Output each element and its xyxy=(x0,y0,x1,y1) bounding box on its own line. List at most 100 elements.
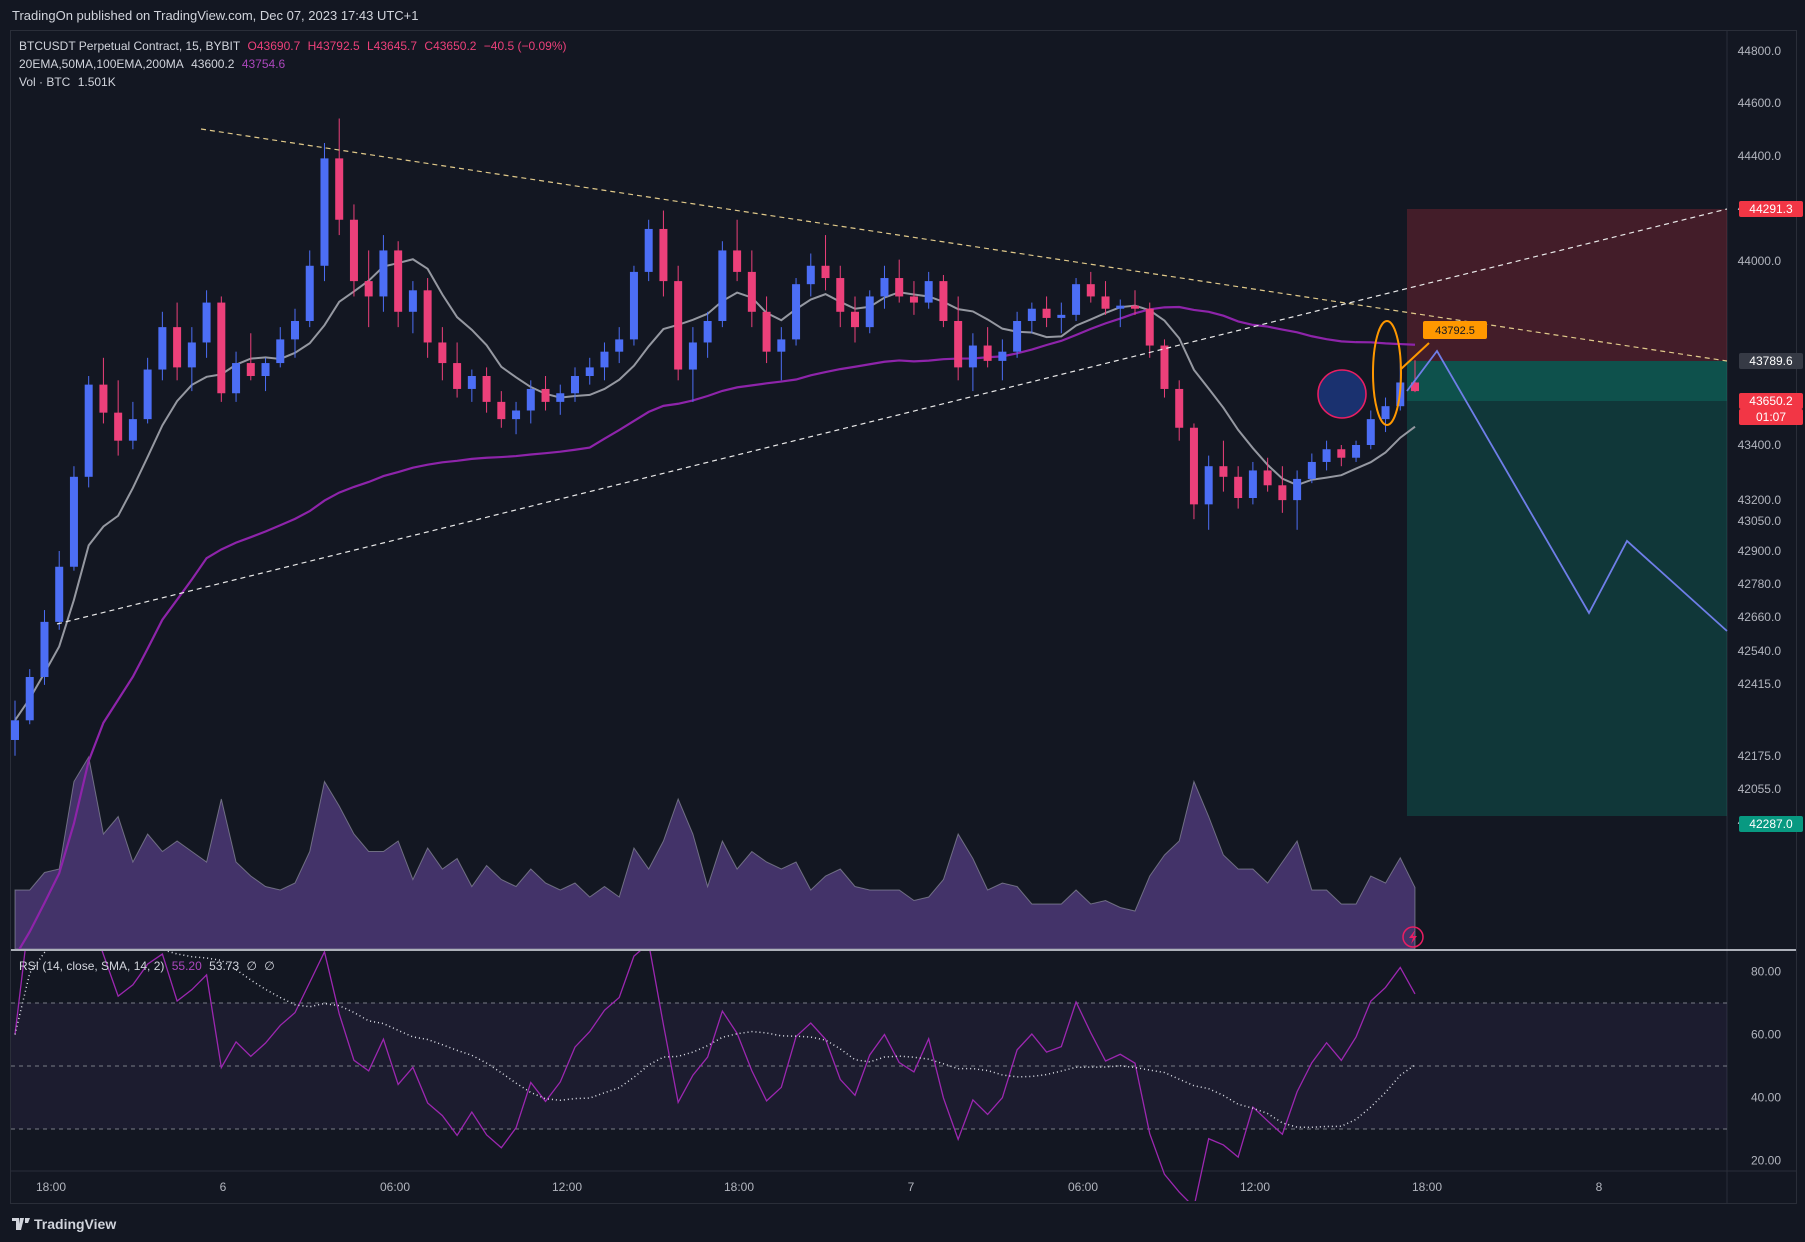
candlesticks xyxy=(11,118,1419,756)
price-tick-label: 43050.0 xyxy=(1738,514,1782,528)
rsi-tick-label: 80.00 xyxy=(1751,965,1781,979)
candle-body xyxy=(718,250,727,321)
close-value: C43650.2 xyxy=(424,39,477,53)
candle-body xyxy=(55,566,64,622)
chart-frame[interactable]: 43792.5 44800.044600.044400.044200.04400… xyxy=(10,30,1803,1204)
volume-legend[interactable]: Vol · BTC 1.501K xyxy=(19,75,120,89)
trendlines xyxy=(56,128,1727,625)
candle-body xyxy=(1322,449,1331,462)
candle-body xyxy=(1175,388,1184,428)
candle-body xyxy=(556,393,565,402)
candle-body xyxy=(217,302,226,394)
candle-body xyxy=(349,219,358,282)
candle-body xyxy=(659,228,668,282)
publish-header: TradingOn published on TradingView.com, … xyxy=(0,0,1805,30)
candle-body xyxy=(84,384,93,477)
change-value: −40.5 (−0.09%) xyxy=(483,39,567,53)
candle-body xyxy=(983,345,992,361)
candle-body xyxy=(423,290,432,343)
tradingview-brand[interactable]: TradingView xyxy=(12,1216,116,1232)
price-tick-label: 42175.0 xyxy=(1738,749,1782,763)
candle-body xyxy=(394,250,403,312)
price-tick-label: 44000.0 xyxy=(1738,254,1782,268)
candle-body xyxy=(703,320,712,343)
candle-body xyxy=(821,265,830,279)
price-tick-label: 42900.0 xyxy=(1738,544,1782,558)
candle-body xyxy=(453,363,462,389)
candle-body xyxy=(1131,305,1139,309)
candle-body xyxy=(11,720,19,740)
high-value: H43792.5 xyxy=(307,39,360,53)
chart-canvas[interactable]: 43792.5 44800.044600.044400.044200.04400… xyxy=(11,31,1796,1203)
alert-bolt-icon[interactable] xyxy=(1402,926,1424,948)
take-profit-zone-strong xyxy=(1407,361,1727,401)
candle-body xyxy=(291,320,299,340)
candle-body xyxy=(467,376,476,389)
candle-body xyxy=(202,302,211,343)
candle-body xyxy=(1366,419,1375,445)
candle-body xyxy=(497,401,506,420)
candle-body xyxy=(880,278,889,297)
rsi-legend[interactable]: RSI (14, close, SMA, 14, 2) 55.20 53.73 … xyxy=(19,959,279,973)
price-tick-label: 42660.0 xyxy=(1738,610,1782,624)
price-tick-label: 43200.0 xyxy=(1738,493,1782,507)
ma-value-2: 43754.6 xyxy=(241,57,286,71)
candle-body xyxy=(1072,284,1081,315)
candle-body xyxy=(1337,449,1346,458)
symbol-legend: BTCUSDT Perpetual Contract, 15, BYBIT O4… xyxy=(19,39,571,53)
take-profit-zone xyxy=(1407,401,1727,816)
volume-label: Vol · BTC xyxy=(19,75,71,89)
rsi-pane xyxy=(11,951,1727,1201)
candle-body xyxy=(1189,427,1198,505)
candle-body xyxy=(1219,466,1228,477)
candle-body xyxy=(1293,478,1302,501)
candle-body xyxy=(674,281,683,370)
candle-body xyxy=(865,296,874,328)
time-tick-label: 18:00 xyxy=(724,1180,754,1194)
candle-body xyxy=(924,281,933,303)
price-tick-label: 44800.0 xyxy=(1738,44,1782,58)
rsi-value-2: 53.73 xyxy=(209,959,240,973)
candle-body xyxy=(777,339,786,352)
candle-body xyxy=(688,342,697,370)
candle-body xyxy=(615,339,624,352)
time-tick-label: 7 xyxy=(908,1180,915,1194)
published-by-text: TradingOn published on TradingView.com, … xyxy=(12,8,419,23)
price-axis: 44800.044600.044400.044200.044000.043400… xyxy=(1738,44,1782,829)
candle-body xyxy=(1116,305,1125,309)
candle-body xyxy=(1101,296,1110,309)
candle-body xyxy=(1160,345,1169,389)
candle-body xyxy=(143,369,152,420)
candle-body xyxy=(1042,308,1051,318)
candle-body xyxy=(1307,461,1316,479)
stop-price-label: 42287.0 xyxy=(1739,816,1803,832)
candle-body xyxy=(1027,308,1036,321)
candle-body xyxy=(320,158,329,266)
candle-body xyxy=(158,327,167,370)
target-price-label: 44291.3 xyxy=(1739,201,1803,217)
candle-body xyxy=(246,363,255,377)
countdown-label: 01:07 xyxy=(1739,409,1803,425)
candle-body xyxy=(968,345,977,368)
symbol-title: BTCUSDT Perpetual Contract, 15, BYBIT xyxy=(19,39,241,53)
candle-body xyxy=(173,327,182,368)
rsi-na-1: ∅ xyxy=(246,959,257,973)
price-tick-label: 43400.0 xyxy=(1738,438,1782,452)
price-tick-label: 42415.0 xyxy=(1738,677,1782,691)
candle-body xyxy=(998,351,1007,361)
high-callout-text: 43792.5 xyxy=(1435,325,1475,337)
tradingview-logo-icon xyxy=(12,1218,30,1230)
candle-body xyxy=(335,158,344,220)
time-tick-label: 06:00 xyxy=(380,1180,410,1194)
price-tick-label: 44600.0 xyxy=(1738,96,1782,110)
candle-body xyxy=(629,271,638,340)
ma-legend[interactable]: 20EMA,50MA,100EMA,200MA 43600.2 43754.6 xyxy=(19,57,289,71)
rsi-na-2: ∅ xyxy=(264,959,275,973)
candle-body xyxy=(851,311,859,328)
candle-body xyxy=(541,388,550,402)
candle-body xyxy=(99,384,108,413)
candle-body xyxy=(939,281,948,321)
candle-body xyxy=(1204,466,1213,505)
ma-value-1: 43600.2 xyxy=(191,57,235,71)
rsi-value-1: 55.20 xyxy=(171,959,202,973)
